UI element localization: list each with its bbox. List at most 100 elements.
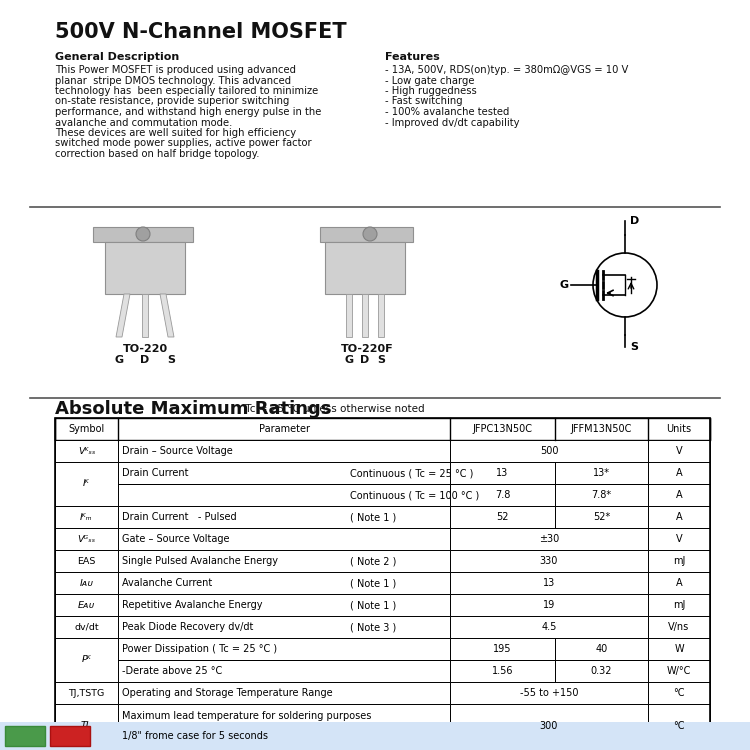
Bar xyxy=(450,550,648,572)
Bar xyxy=(55,440,118,462)
Bar xyxy=(648,616,710,638)
Text: Maximum lead temperature for soldering purposes: Maximum lead temperature for soldering p… xyxy=(122,711,371,722)
Bar xyxy=(55,638,118,660)
Text: V/ns: V/ns xyxy=(668,622,690,632)
Bar xyxy=(450,704,648,748)
Text: TO-220F: TO-220F xyxy=(340,344,393,354)
Bar xyxy=(450,506,555,528)
Text: technology has  been especially tailored to minimize: technology has been especially tailored … xyxy=(55,86,318,96)
Bar xyxy=(450,638,555,660)
Bar xyxy=(555,704,648,748)
Bar xyxy=(450,528,555,550)
Bar xyxy=(648,572,710,594)
Text: 330: 330 xyxy=(540,556,558,566)
Text: ( Note 1 ): ( Note 1 ) xyxy=(350,600,396,610)
Text: Repetitive Avalanche Energy: Repetitive Avalanche Energy xyxy=(122,600,262,610)
Text: JFFM13N50C: JFFM13N50C xyxy=(571,424,632,434)
Text: JFPC13N50C: JFPC13N50C xyxy=(472,424,532,434)
Bar xyxy=(555,682,648,704)
Text: D: D xyxy=(630,216,639,226)
Circle shape xyxy=(136,227,150,241)
Text: Continuous ( Tc = 100 °C ): Continuous ( Tc = 100 °C ) xyxy=(350,490,479,500)
Text: Parameter: Parameter xyxy=(259,424,310,434)
Bar xyxy=(450,572,648,594)
Text: planar  stripe DMOS technology. This advanced: planar stripe DMOS technology. This adva… xyxy=(55,76,291,86)
Bar xyxy=(450,594,555,616)
Bar xyxy=(648,682,710,704)
Text: S: S xyxy=(377,355,385,365)
Text: °C: °C xyxy=(674,721,685,731)
Text: A: A xyxy=(676,512,682,522)
Text: 0.32: 0.32 xyxy=(591,666,612,676)
Text: 13: 13 xyxy=(496,468,508,478)
Text: EAS: EAS xyxy=(77,556,96,566)
Bar xyxy=(450,572,555,594)
Text: - 100% avalanche tested: - 100% avalanche tested xyxy=(385,107,509,117)
Text: Iᴷ: Iᴷ xyxy=(83,479,90,488)
Bar xyxy=(648,484,710,506)
Bar xyxy=(0,722,750,750)
Text: 13*: 13* xyxy=(593,468,610,478)
Bar xyxy=(450,682,555,704)
Bar xyxy=(118,616,450,638)
Text: 7.8*: 7.8* xyxy=(592,490,611,500)
Bar xyxy=(118,528,450,550)
Text: W: W xyxy=(674,644,684,654)
Text: V: V xyxy=(676,534,682,544)
Bar xyxy=(55,682,118,704)
Polygon shape xyxy=(346,294,352,337)
Bar xyxy=(118,682,450,704)
Bar xyxy=(118,462,450,484)
Text: A: A xyxy=(676,468,682,478)
Text: Iᴀᴜ: Iᴀᴜ xyxy=(80,578,94,587)
Text: Continuous ( Tc = 25 °C ): Continuous ( Tc = 25 °C ) xyxy=(350,468,473,478)
Bar xyxy=(450,594,648,616)
Bar xyxy=(118,440,450,462)
Circle shape xyxy=(593,253,657,317)
Text: ( Note 1 ): ( Note 1 ) xyxy=(350,512,396,522)
Text: Single Pulsed Avalanche Energy: Single Pulsed Avalanche Energy xyxy=(122,556,278,566)
Text: dv/dt: dv/dt xyxy=(74,622,99,632)
Bar xyxy=(450,462,555,484)
Bar xyxy=(555,440,648,462)
Bar xyxy=(55,528,118,550)
Bar xyxy=(450,550,555,572)
Text: - Fast switching: - Fast switching xyxy=(385,97,463,106)
Bar xyxy=(450,682,648,704)
Text: Vᴷₛₛ: Vᴷₛₛ xyxy=(78,446,95,455)
Text: Iᴷₘ: Iᴷₘ xyxy=(80,512,93,521)
Polygon shape xyxy=(142,294,148,337)
Text: Vᴳₛₛ: Vᴳₛₛ xyxy=(77,535,95,544)
Text: 300: 300 xyxy=(540,721,558,731)
Text: These devices are well suited for high efficiency: These devices are well suited for high e… xyxy=(55,128,296,138)
Polygon shape xyxy=(320,227,413,242)
Text: This Power MOSFET is produced using advanced: This Power MOSFET is produced using adva… xyxy=(55,65,296,75)
Bar xyxy=(450,484,555,506)
Polygon shape xyxy=(93,227,193,242)
Text: Eᴀᴜ: Eᴀᴜ xyxy=(78,601,95,610)
Text: D: D xyxy=(360,355,370,365)
Bar xyxy=(55,616,118,638)
Polygon shape xyxy=(325,242,405,294)
Bar xyxy=(648,638,710,660)
Bar xyxy=(648,550,710,572)
Text: Units: Units xyxy=(667,424,692,434)
Bar xyxy=(5,726,45,746)
Polygon shape xyxy=(378,294,384,337)
Polygon shape xyxy=(105,242,185,294)
Text: W/°C: W/°C xyxy=(667,666,692,676)
Text: G: G xyxy=(560,280,569,290)
Bar xyxy=(55,462,118,506)
Bar xyxy=(55,594,118,616)
Text: TL: TL xyxy=(81,722,92,730)
Text: 195: 195 xyxy=(494,644,512,654)
Bar xyxy=(555,506,648,528)
Bar xyxy=(118,550,450,572)
Bar xyxy=(555,550,648,572)
Text: 52*: 52* xyxy=(592,512,610,522)
Text: V: V xyxy=(676,446,682,456)
Bar xyxy=(55,660,118,682)
Bar xyxy=(118,638,450,660)
Text: 1.56: 1.56 xyxy=(492,666,513,676)
Bar xyxy=(555,660,648,682)
